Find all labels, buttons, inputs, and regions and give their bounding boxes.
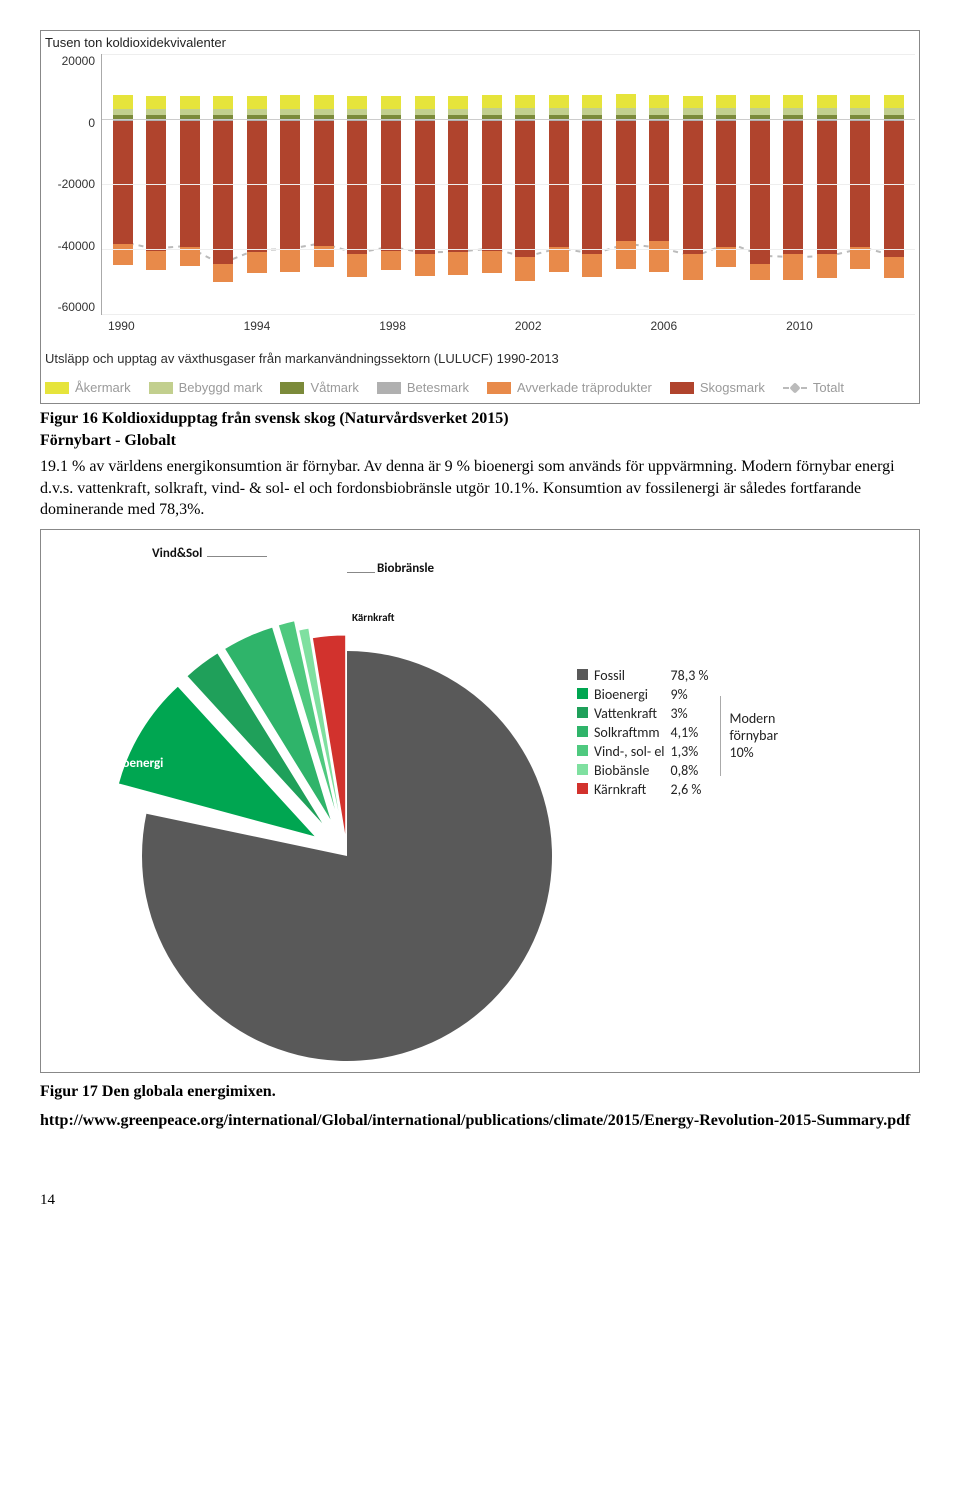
pie-legend-item: Biobänsle0,8% (577, 761, 714, 780)
pie-legend: Fossil78,3 %Bioenergi9%Vattenkraft3%Solk… (577, 666, 714, 799)
legend-item: Totalt (783, 380, 844, 395)
page-number: 14 (40, 1192, 920, 1209)
energymix-pie: Vind&Sol Biobränsle Kärnkraft Solkr Vattenkr… (47, 536, 567, 1066)
pie-slice-label: Vind&Sol (152, 546, 202, 561)
legend-item: Betesmark (377, 380, 469, 395)
pie-legend-item: Vattenkraft3% (577, 704, 714, 723)
section-heading: Förnybart - Globalt (40, 432, 920, 450)
side-note-l2: förnybar (729, 727, 778, 744)
pie-legend-item: Kärnkraft2,6 % (577, 780, 714, 799)
figure-17-title: Figur 17 Den globala energimixen. (40, 1081, 920, 1103)
lulucf-chart-frame: Tusen ton koldioxidekvivalenter 200000-2… (40, 30, 920, 404)
legend-item: Våtmark (280, 380, 358, 395)
pie-slice-label: Biobränsle (377, 561, 434, 576)
legend-item: Skogsmark (670, 380, 765, 395)
pie-legend-item: Fossil78,3 % (577, 666, 714, 685)
legend-item: Avverkade träprodukter (487, 380, 652, 395)
lulucf-caption: Utsläpp och upptag av växthusgaser från … (45, 351, 915, 366)
pie-legend-item: Bioenergi9% (577, 685, 714, 704)
pie-legend-item: Vind-, sol- el1,3% (577, 742, 714, 761)
legend-item: Bebyggd mark (149, 380, 263, 395)
pie-slice-label: Kärnkraft (352, 611, 394, 624)
pie-slice-label: Solkr (177, 641, 204, 656)
pie-legend-item: Solkraftmm4,1% (577, 723, 714, 742)
figure-16-title: Figur 16 Koldioxidupptag från svensk sko… (40, 410, 920, 428)
energymix-frame: Vind&Sol Biobränsle Kärnkraft Solkr Vattenkr… (40, 529, 920, 1073)
pie-slice-label: Bioenergi (112, 756, 163, 771)
side-note-l1: Modern (729, 710, 778, 727)
modern-renewable-bracket: Modern förnybar 10% (720, 696, 778, 776)
body-paragraph: 19.1 % av världens energikonsumtion är f… (40, 456, 920, 521)
figure-17-link[interactable]: http://www.greenpeace.org/international/… (40, 1112, 910, 1129)
yaxis-title: Tusen ton koldioxidekvivalenter (45, 35, 915, 50)
pie-svg (47, 536, 567, 1066)
legend-item: Åkermark (45, 380, 131, 395)
xaxis-ticks: 199019941998200220062010 (101, 319, 915, 333)
yaxis-ticks: 200000-20000-40000-60000 (45, 54, 101, 314)
lulucf-chart: Tusen ton koldioxidekvivalenter 200000-2… (45, 35, 915, 399)
side-note-l3: 10% (729, 744, 778, 761)
bar-plot (101, 54, 915, 315)
lulucf-legend: Åkermark Bebyggd mark Våtmark Betesmark Avve… (45, 376, 915, 399)
pie-slice-label: Vattenkr (142, 676, 188, 691)
